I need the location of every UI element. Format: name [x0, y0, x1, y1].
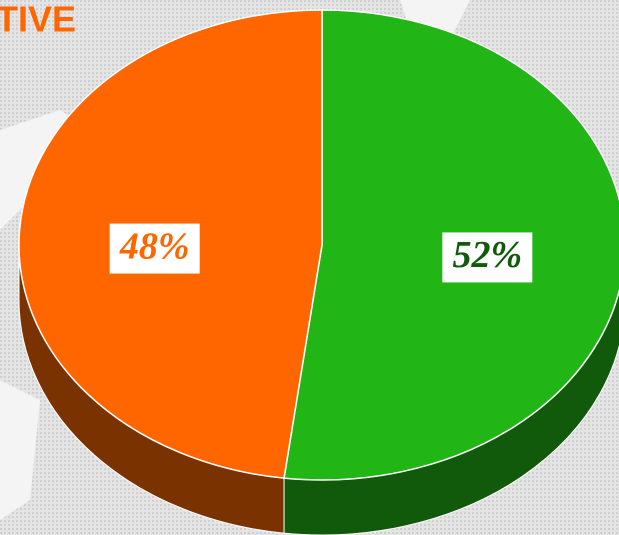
data-label: 52% — [452, 234, 522, 276]
data-label: 48% — [119, 225, 190, 267]
label-box — [442, 232, 533, 283]
pie: 52% 48% — [18, 9, 619, 535]
chart-title: TIVE — [0, 0, 76, 40]
label-box — [109, 223, 200, 274]
map-shape — [0, 380, 40, 520]
